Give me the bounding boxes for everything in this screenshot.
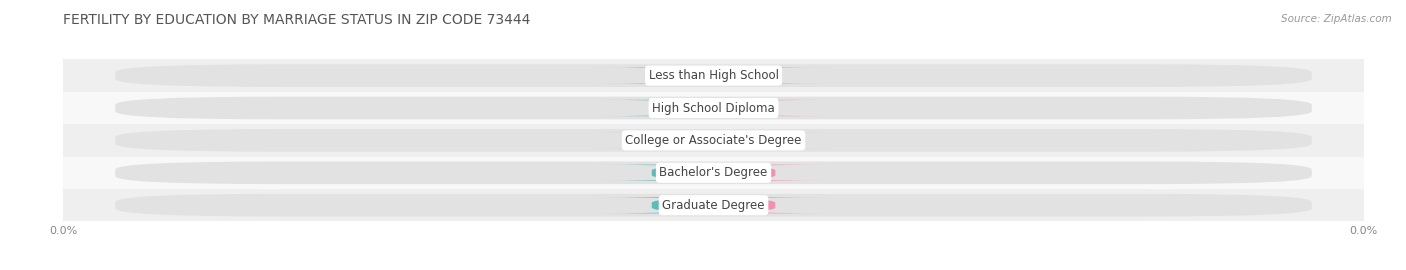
Bar [63, 157, 1364, 189]
FancyBboxPatch shape [115, 194, 1312, 217]
Text: 0.0%: 0.0% [730, 103, 759, 113]
Text: 0.0%: 0.0% [730, 135, 759, 146]
Bar [63, 59, 1364, 92]
FancyBboxPatch shape [658, 132, 831, 149]
Text: 0.0%: 0.0% [730, 200, 759, 210]
Text: Less than High School: Less than High School [648, 69, 779, 82]
FancyBboxPatch shape [658, 100, 831, 116]
FancyBboxPatch shape [596, 132, 769, 149]
FancyBboxPatch shape [596, 165, 769, 181]
Text: 0.0%: 0.0% [668, 168, 697, 178]
FancyBboxPatch shape [115, 64, 1312, 87]
Bar [63, 124, 1364, 157]
Text: 0.0%: 0.0% [730, 168, 759, 178]
FancyBboxPatch shape [115, 129, 1312, 152]
FancyBboxPatch shape [596, 68, 769, 84]
FancyBboxPatch shape [115, 161, 1312, 184]
FancyBboxPatch shape [658, 68, 831, 84]
Bar [63, 189, 1364, 221]
FancyBboxPatch shape [658, 197, 831, 213]
FancyBboxPatch shape [115, 97, 1312, 119]
Text: Bachelor's Degree: Bachelor's Degree [659, 166, 768, 179]
Text: Graduate Degree: Graduate Degree [662, 199, 765, 212]
Text: High School Diploma: High School Diploma [652, 102, 775, 114]
FancyBboxPatch shape [658, 165, 831, 181]
Text: College or Associate's Degree: College or Associate's Degree [626, 134, 801, 147]
Text: 0.0%: 0.0% [668, 103, 697, 113]
Text: 0.0%: 0.0% [668, 200, 697, 210]
Text: 0.0%: 0.0% [730, 70, 759, 81]
Text: FERTILITY BY EDUCATION BY MARRIAGE STATUS IN ZIP CODE 73444: FERTILITY BY EDUCATION BY MARRIAGE STATU… [63, 14, 530, 28]
Bar [63, 92, 1364, 124]
Text: 0.0%: 0.0% [668, 135, 697, 146]
FancyBboxPatch shape [596, 197, 769, 213]
Text: 0.0%: 0.0% [668, 70, 697, 81]
FancyBboxPatch shape [596, 100, 769, 116]
Text: Source: ZipAtlas.com: Source: ZipAtlas.com [1281, 14, 1392, 23]
